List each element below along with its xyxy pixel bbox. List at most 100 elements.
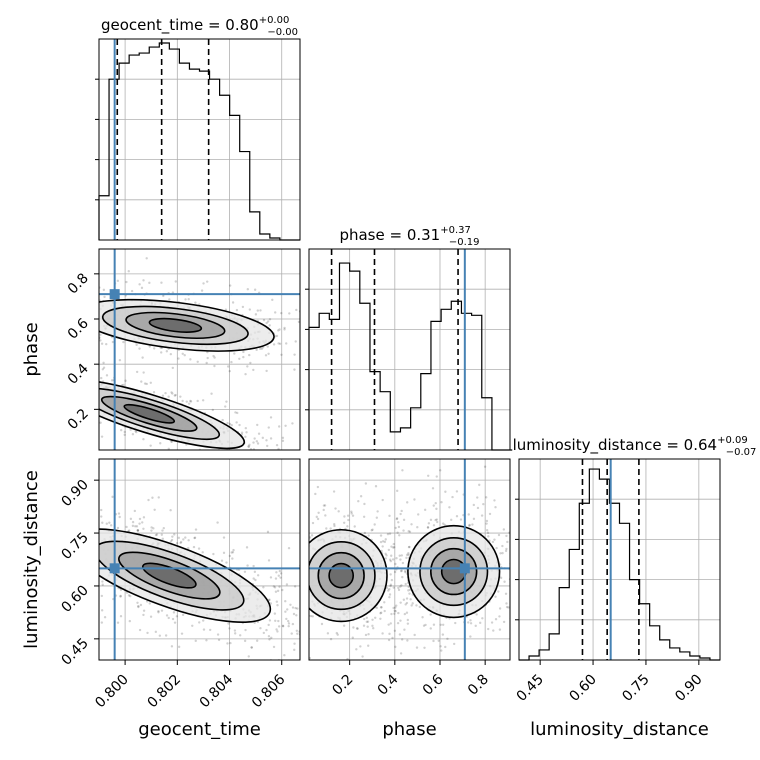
sample-point (404, 603, 407, 606)
sample-point (205, 456, 207, 458)
sample-point (244, 372, 247, 376)
sample-point (201, 551, 204, 554)
sample-point (404, 357, 406, 359)
sample-point (405, 601, 409, 605)
y-tick-label: 0.6 (65, 315, 92, 342)
sample-point (193, 536, 196, 540)
sample-point (118, 515, 121, 519)
sample-point (31, 310, 33, 312)
sample-point (153, 508, 156, 511)
sample-point (96, 398, 98, 400)
sample-point (277, 534, 279, 536)
sample-point (498, 607, 502, 610)
sample-point (398, 667, 400, 669)
sample-point (226, 421, 229, 425)
sample-point (243, 570, 247, 574)
sample-point (394, 526, 397, 530)
sample-point (246, 288, 250, 291)
sample-point (31, 300, 33, 302)
sample-point (379, 611, 383, 614)
sample-point (63, 370, 65, 372)
sample-point (185, 400, 188, 403)
sample-point (225, 400, 228, 403)
sample-point (322, 508, 325, 512)
sample-point (85, 601, 87, 603)
sample-point (119, 588, 123, 592)
sample-point (371, 618, 374, 621)
sample-point (311, 310, 313, 312)
sample-point (313, 634, 315, 636)
sample-point (265, 628, 268, 632)
sample-point (297, 320, 300, 324)
sample-point (49, 363, 51, 365)
sample-point (61, 533, 63, 535)
sample-point (401, 561, 405, 565)
sample-point (262, 586, 265, 589)
sample-point (388, 595, 391, 599)
sample-point (506, 540, 509, 544)
sample-point (281, 436, 285, 440)
sample-point (255, 348, 258, 352)
sample-point (274, 521, 276, 523)
sample-point (99, 339, 102, 342)
sample-point (327, 349, 329, 351)
sample-point (157, 611, 160, 614)
sample-point (272, 570, 274, 572)
sample-point (367, 534, 370, 537)
sample-point (381, 545, 384, 548)
sample-point (50, 534, 52, 536)
sample-point (393, 546, 396, 549)
sample-point (56, 386, 58, 388)
sample-point (397, 611, 400, 615)
sample-point (252, 441, 255, 444)
sample-point (379, 617, 382, 621)
sample-point (424, 623, 427, 627)
sample-point (90, 563, 92, 565)
sample-point (142, 613, 145, 617)
sample-point (262, 461, 264, 463)
y-tick-label: 0.45 (58, 635, 91, 668)
sample-point (53, 365, 55, 367)
sample-point (248, 308, 252, 311)
x-tick-label: 0.6 (420, 671, 447, 698)
sample-point (346, 514, 350, 517)
sample-point (95, 544, 97, 546)
sample-point (295, 473, 297, 475)
sample-point (287, 546, 291, 550)
sample-point (285, 597, 287, 599)
sample-point (95, 558, 97, 560)
sample-point (303, 535, 305, 537)
panel-title: luminosity_distance = 0.64+0.09 −0.07 (513, 435, 757, 458)
sample-point (2, 314, 4, 316)
sample-point (439, 623, 442, 626)
sample-point (262, 631, 266, 635)
sample-point (302, 602, 304, 604)
sample-point (502, 528, 506, 531)
sample-point (64, 521, 66, 523)
sample-point (239, 634, 242, 637)
sample-point (402, 518, 406, 522)
sample-point (172, 611, 176, 614)
sample-point (148, 345, 151, 348)
sample-point (487, 627, 490, 631)
sample-point (379, 612, 382, 615)
sample-point (155, 533, 159, 536)
sample-point (295, 629, 299, 632)
sample-point (206, 280, 209, 283)
sample-point (228, 284, 232, 287)
sample-point (406, 622, 410, 625)
sample-point (310, 534, 314, 537)
sample-point (266, 444, 269, 448)
x-axis-label: luminosity_distance (530, 719, 709, 740)
sample-point (400, 638, 404, 641)
sample-point (42, 539, 44, 541)
sample-point (228, 554, 232, 558)
sample-point (326, 483, 328, 485)
sample-point (287, 624, 290, 628)
sample-point (376, 335, 378, 337)
sample-point (267, 635, 271, 638)
sample-point (287, 622, 291, 625)
sample-point (388, 593, 392, 596)
sample-point (281, 588, 284, 592)
sample-point (232, 626, 234, 628)
